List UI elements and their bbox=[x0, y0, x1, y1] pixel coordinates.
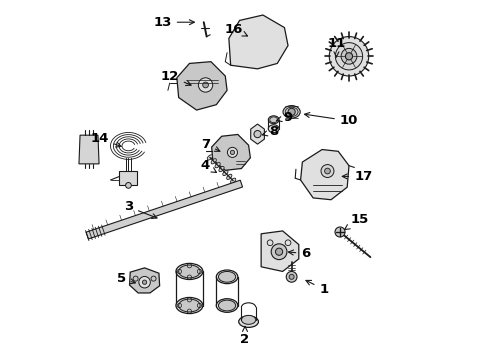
Ellipse shape bbox=[270, 117, 278, 123]
Text: 9: 9 bbox=[277, 111, 293, 124]
Circle shape bbox=[198, 78, 213, 92]
Ellipse shape bbox=[216, 299, 238, 312]
Text: 7: 7 bbox=[201, 138, 220, 151]
Polygon shape bbox=[229, 15, 288, 69]
Circle shape bbox=[227, 147, 238, 157]
Text: 3: 3 bbox=[124, 201, 157, 219]
Ellipse shape bbox=[216, 270, 238, 284]
Circle shape bbox=[329, 37, 368, 76]
Polygon shape bbox=[212, 134, 250, 170]
Circle shape bbox=[288, 108, 295, 116]
Ellipse shape bbox=[223, 170, 228, 176]
Text: 15: 15 bbox=[344, 213, 369, 230]
Polygon shape bbox=[177, 62, 227, 110]
Circle shape bbox=[254, 131, 261, 138]
Text: 11: 11 bbox=[327, 37, 345, 57]
Polygon shape bbox=[261, 231, 299, 271]
Circle shape bbox=[125, 183, 131, 188]
Circle shape bbox=[139, 276, 150, 288]
Circle shape bbox=[324, 168, 330, 174]
Circle shape bbox=[335, 42, 363, 70]
Circle shape bbox=[275, 248, 283, 255]
Text: 1: 1 bbox=[306, 280, 328, 296]
Circle shape bbox=[230, 150, 235, 154]
Text: 16: 16 bbox=[225, 23, 247, 36]
Ellipse shape bbox=[176, 297, 203, 314]
Polygon shape bbox=[86, 180, 243, 239]
Ellipse shape bbox=[176, 264, 203, 279]
Ellipse shape bbox=[219, 166, 224, 172]
Polygon shape bbox=[300, 149, 349, 200]
Ellipse shape bbox=[179, 299, 200, 312]
Text: 4: 4 bbox=[201, 159, 217, 172]
Ellipse shape bbox=[283, 105, 300, 118]
Circle shape bbox=[286, 271, 297, 282]
Circle shape bbox=[345, 53, 353, 60]
Ellipse shape bbox=[215, 163, 220, 168]
Polygon shape bbox=[129, 268, 160, 293]
Polygon shape bbox=[79, 135, 99, 164]
Circle shape bbox=[203, 82, 208, 88]
Circle shape bbox=[335, 227, 345, 237]
Ellipse shape bbox=[219, 300, 236, 311]
Circle shape bbox=[289, 274, 294, 279]
Ellipse shape bbox=[285, 107, 298, 117]
Text: 6: 6 bbox=[289, 247, 311, 260]
Ellipse shape bbox=[211, 159, 217, 164]
Ellipse shape bbox=[219, 271, 236, 282]
Text: 5: 5 bbox=[117, 272, 135, 285]
Text: 8: 8 bbox=[262, 125, 278, 138]
Text: 17: 17 bbox=[342, 170, 372, 183]
Circle shape bbox=[341, 48, 357, 64]
Ellipse shape bbox=[227, 174, 232, 179]
Ellipse shape bbox=[207, 155, 213, 160]
Ellipse shape bbox=[269, 125, 279, 133]
Circle shape bbox=[321, 165, 334, 177]
Circle shape bbox=[271, 244, 287, 260]
Text: 12: 12 bbox=[161, 69, 191, 86]
Ellipse shape bbox=[231, 178, 236, 183]
Polygon shape bbox=[120, 171, 137, 185]
Text: 2: 2 bbox=[241, 327, 249, 346]
Circle shape bbox=[143, 280, 147, 284]
Polygon shape bbox=[251, 124, 265, 144]
Ellipse shape bbox=[269, 116, 279, 124]
Ellipse shape bbox=[239, 316, 258, 327]
Text: 14: 14 bbox=[91, 132, 121, 147]
Ellipse shape bbox=[179, 265, 200, 278]
Ellipse shape bbox=[242, 315, 256, 324]
Text: 13: 13 bbox=[153, 16, 195, 29]
Text: 10: 10 bbox=[305, 113, 358, 127]
